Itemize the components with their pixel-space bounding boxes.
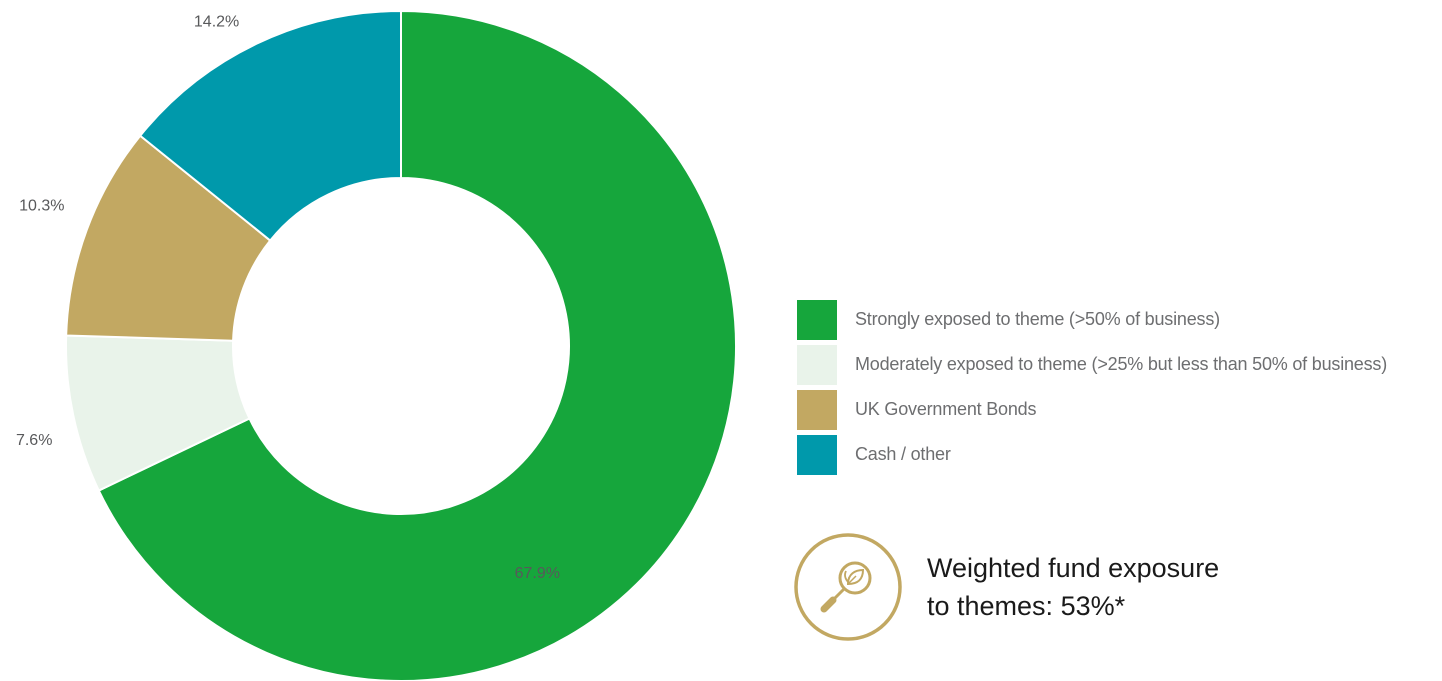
callout-line-2: to themes: 53%* bbox=[927, 591, 1126, 621]
legend-swatch-cash-other bbox=[797, 434, 837, 475]
donut-value-labels: 67.9% 7.6% 10.3% 14.2% bbox=[16, 13, 560, 582]
legend-label-moderately-exposed: Moderately exposed to theme (>25% but le… bbox=[855, 354, 1388, 374]
weighted-exposure-callout: Weighted fund exposure to themes: 53%* bbox=[793, 532, 1257, 642]
legend-swatch-moderately-exposed bbox=[797, 344, 837, 385]
legend-label-uk-government-bonds: UK Government Bonds bbox=[855, 399, 1037, 419]
donut-chart: 67.9% 7.6% 10.3% 14.2% bbox=[16, 9, 737, 681]
slice-value-label-0: 67.9% bbox=[515, 565, 560, 582]
slice-value-label-3: 14.2% bbox=[194, 13, 239, 30]
donut-slice-0 bbox=[97, 9, 737, 681]
callout-line-1: Weighted fund exposure bbox=[927, 553, 1220, 583]
legend-label-cash-other: Cash / other bbox=[855, 444, 951, 464]
legend-item-moderately-exposed: Moderately exposed to theme (>25% but le… bbox=[797, 342, 1387, 387]
slice-value-label-2: 10.3% bbox=[19, 197, 64, 214]
legend-swatch-strongly-exposed bbox=[797, 299, 837, 340]
callout-text: Weighted fund exposure to themes: 53%* bbox=[927, 549, 1257, 625]
magnifier-leaf-icon bbox=[794, 533, 902, 641]
slice-value-label-1: 7.6% bbox=[16, 432, 52, 449]
chart-legend: Strongly exposed to theme (>50% of busin… bbox=[797, 297, 1387, 477]
donut-slice-3 bbox=[138, 9, 402, 242]
legend-item-uk-government-bonds: UK Government Bonds bbox=[797, 387, 1387, 432]
legend-label-strongly-exposed: Strongly exposed to theme (>50% of busin… bbox=[855, 309, 1220, 329]
donut-slices bbox=[65, 9, 737, 681]
legend-swatch-uk-government-bonds bbox=[797, 389, 837, 430]
legend-item-strongly-exposed: Strongly exposed to theme (>50% of busin… bbox=[797, 297, 1387, 342]
legend-item-cash-other: Cash / other bbox=[797, 432, 1387, 477]
